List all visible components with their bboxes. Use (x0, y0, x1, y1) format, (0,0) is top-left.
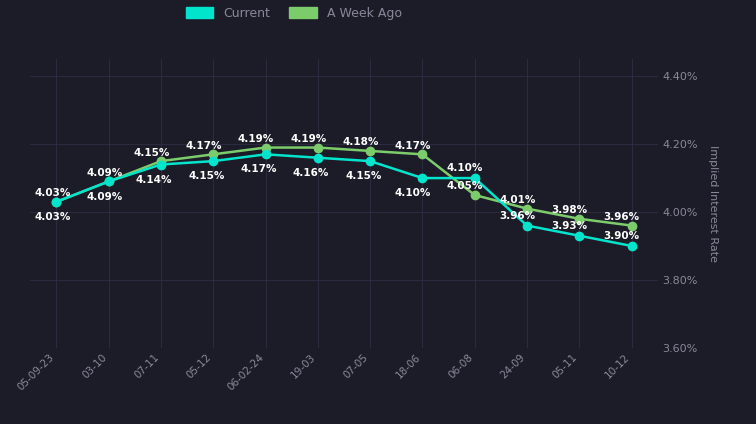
Text: 4.10%: 4.10% (447, 163, 483, 173)
Text: 4.19%: 4.19% (290, 134, 327, 144)
Text: 4.03%: 4.03% (34, 188, 70, 198)
Text: 4.01%: 4.01% (499, 195, 535, 205)
Text: 3.90%: 3.90% (604, 231, 640, 241)
Text: 4.14%: 4.14% (136, 175, 172, 184)
Text: 4.09%: 4.09% (86, 168, 122, 178)
Text: 4.17%: 4.17% (240, 165, 277, 174)
Text: 4.09%: 4.09% (86, 192, 122, 201)
Text: 3.98%: 3.98% (552, 205, 587, 215)
Y-axis label: Implied Interest Rate: Implied Interest Rate (708, 145, 717, 262)
Text: 4.05%: 4.05% (447, 181, 483, 192)
Text: 3.96%: 3.96% (604, 212, 640, 222)
Text: 4.19%: 4.19% (238, 134, 274, 144)
Text: 4.15%: 4.15% (133, 148, 169, 158)
Text: 4.18%: 4.18% (342, 137, 379, 148)
Text: 4.15%: 4.15% (345, 171, 382, 181)
Text: 4.17%: 4.17% (185, 141, 222, 151)
Text: 4.10%: 4.10% (395, 188, 431, 198)
Legend: Current, A Week Ago: Current, A Week Ago (181, 2, 407, 25)
Text: 4.16%: 4.16% (293, 168, 329, 178)
Text: 3.93%: 3.93% (552, 221, 587, 231)
Text: 4.17%: 4.17% (395, 141, 431, 151)
Text: 4.03%: 4.03% (34, 212, 70, 222)
Text: 4.15%: 4.15% (188, 171, 225, 181)
Text: 3.96%: 3.96% (499, 211, 535, 220)
